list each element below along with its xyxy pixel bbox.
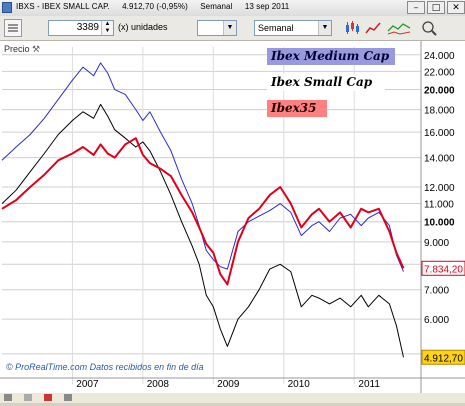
y-tick-label: 6.000 [424,315,449,326]
line-chart-icon[interactable] [364,19,382,37]
legend-box [267,100,327,117]
x-tick-label: 2009 [217,379,240,390]
period-label: Semanal [200,2,233,11]
legend-label: Ibex Medium Cap [270,49,390,63]
legend-label: Ibex35 [270,101,317,115]
wrench-icon[interactable]: ⚒ [32,44,41,54]
y-tick-label: 10.000 [424,218,455,229]
zoom-icon[interactable] [420,19,438,37]
chart-panel[interactable]: Precio ⚒ 24.000 22.000 20.000 18.000 16.000 1… [0,41,465,403]
series-line-small-cap [1,103,404,358]
x-tick-label: 2011 [358,379,380,390]
toolbar-menu-icon[interactable] [4,19,22,37]
units-label: (x) unidades [118,22,168,32]
y-tick-label: 11.000 [424,200,454,211]
last-price-small-cap: 4.912,70 [424,353,463,364]
bottom-toolbar [0,393,465,403]
chevron-down-icon: ▼ [223,21,236,35]
last-price-ibex35: 7.834,20 [424,264,463,275]
legend-label: Ibex Small Cap [270,75,373,89]
y-tick-label: 14.000 [424,154,455,165]
y-tick-label: 9.000 [424,238,449,249]
x-tick-label: 2007 [76,379,99,390]
last-price-badge [421,349,465,365]
date-label: 13 sep 2011 [244,2,290,11]
y-tick-label: 7.000 [424,286,449,297]
series-line-medium-cap [1,62,404,272]
settings-icon[interactable] [64,394,72,401]
legend-box [267,74,385,91]
stepper-arrows-icon[interactable]: ▲ ▼ [101,21,113,35]
legend-box [267,48,395,65]
units-stepper[interactable]: 3389 ▲ ▼ [48,20,114,36]
toolbar: 3389 ▲ ▼ (x) unidades ▼ Semanal ▼ [0,16,465,41]
series-line-ibex35 [1,137,405,286]
indicators-icon[interactable] [386,19,412,37]
x-tick-label: 2010 [288,379,311,390]
timeframe-select[interactable]: Semanal ▼ [254,20,332,36]
x-tick-label: 2008 [147,379,170,390]
text-tool-icon[interactable] [24,394,32,401]
price-label: Precio [4,44,30,54]
watermark-text: © ProRealTime.com Datos recibidos en fin… [6,362,204,372]
timeframe-value: Semanal [258,23,294,33]
y-tick-label: 16.000 [424,128,455,139]
window-controls: – □ ✕ [407,0,465,15]
y-tick-label: 20.000 [424,86,455,97]
y-tick-label: 22.000 [424,67,455,78]
chart-type-select[interactable]: ▼ [197,20,237,36]
title-bar: IBXS - IBEX SMALL CAP. 4.912,70 (-0,95%)… [0,0,465,17]
symbol-name: IBXS - IBEX SMALL CAP. [16,2,110,11]
last-price-badge [421,260,465,276]
y-tick-label: 18.000 [424,106,455,117]
y-tick-label: 12.000 [424,183,455,194]
price-header: Precio ⚒ [4,44,40,55]
close-button[interactable]: ✕ [447,1,465,14]
units-value: 3389 [76,22,99,33]
app-icon [2,2,12,13]
y-tick-label: 24.000 [424,51,455,62]
chevron-down-icon: ▼ [318,21,331,35]
delete-icon[interactable] [44,394,52,401]
footer-icons-strip [4,394,72,401]
title-text: IBXS - IBEX SMALL CAP. 4.912,70 (-0,95%)… [16,2,299,11]
maximize-button[interactable]: □ [427,1,445,14]
minimize-button[interactable]: – [407,1,425,14]
drawing-tool-icon[interactable] [4,394,12,401]
candles-icon[interactable] [343,19,361,37]
price-change: 4.912,70 (-0,95%) [122,2,188,11]
price-chart[interactable]: 24.000 22.000 20.000 18.000 16.000 14.000 12.0… [0,41,465,393]
